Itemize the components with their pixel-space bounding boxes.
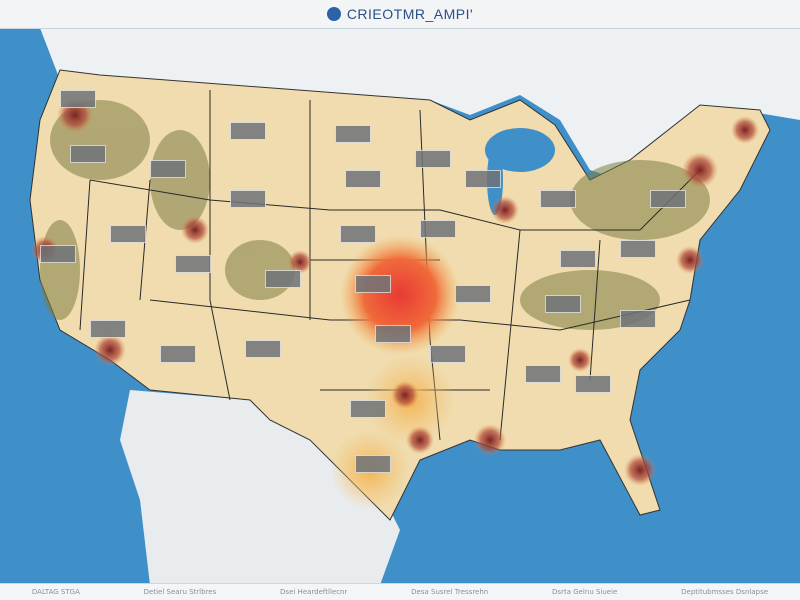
footer-item: Dsrta Gelnu Siueie [552,588,618,596]
label-box [465,170,501,188]
label-box [350,400,386,418]
label-box [355,275,391,293]
great-lakes [485,128,555,172]
label-box [620,310,656,328]
label-box [420,220,456,238]
label-box [430,345,466,363]
label-box [525,365,561,383]
canada-landmass [40,28,800,180]
heat-spot-kansas [340,235,460,355]
label-box [620,240,656,258]
label-box [60,90,96,108]
label-box [650,190,686,208]
label-box [70,145,106,163]
label-box [415,150,451,168]
label-box [245,340,281,358]
label-box [335,125,371,143]
globe-icon [326,7,341,21]
mexico-landmass [120,390,400,585]
footer-item: Deptitubmsses Dsnlapse [681,588,769,596]
footer-item: Dsei Heardeftllecnr [280,588,348,596]
footer-legend: DALTAG STGA Detiel Searu Strlbres Dsei H… [0,583,800,600]
label-box [90,320,126,338]
label-box [160,345,196,363]
map-title: CRIEOTMR_AMPI' [346,6,474,22]
title-bar: CRIEOTMR_AMPI' [0,0,800,29]
label-box [545,295,581,313]
label-box [265,270,301,288]
label-box [560,250,596,268]
label-box [230,190,266,208]
label-box [230,122,266,140]
label-box [175,255,211,273]
label-box [355,455,391,473]
label-box [150,160,186,178]
label-box [40,245,76,263]
label-box [455,285,491,303]
label-box [375,325,411,343]
footer-item: DALTAG STGA [31,588,80,596]
label-box [110,225,146,243]
label-box [540,190,576,208]
footer-item: Detiel Searu Strlbres [143,588,217,596]
label-box [345,170,381,188]
label-box [340,225,376,243]
footer-item: Desa Susrel Tressrehn [411,588,489,596]
label-box [575,375,611,393]
